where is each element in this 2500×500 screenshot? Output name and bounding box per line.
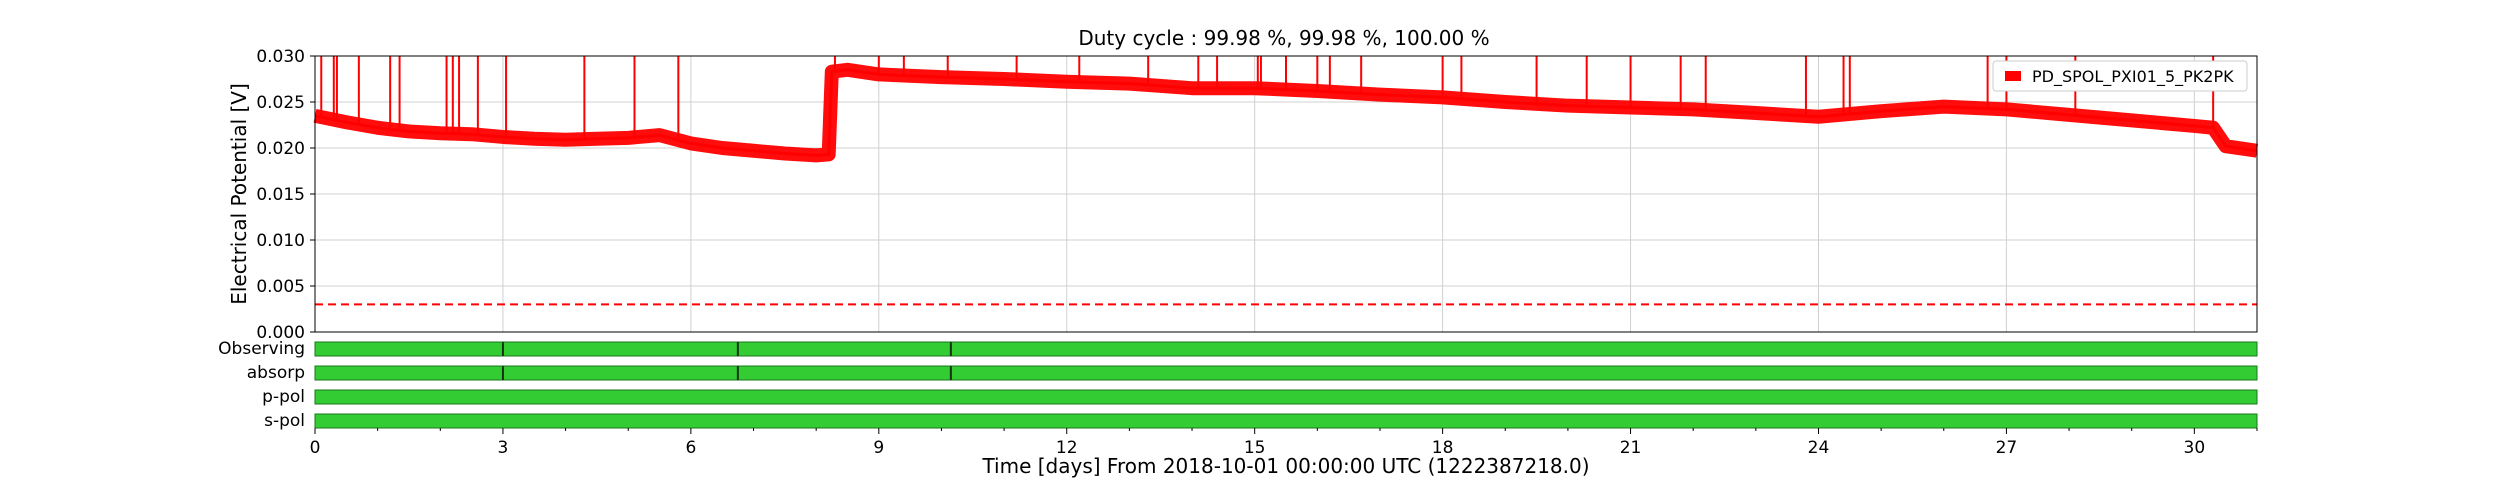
y-axis-ticks: 0.000 0.005 0.010 0.015 0.020 0.025 0.030 <box>256 47 315 343</box>
main-plot-area: 0.000 0.005 0.010 0.015 0.020 0.025 0.030 <box>256 47 2259 343</box>
state-label: absorp <box>247 363 305 383</box>
y-tick-label: 0.005 <box>256 277 305 297</box>
legend-box <box>1992 60 2248 92</box>
state-label: s-pol <box>264 411 305 431</box>
state-bar <box>314 365 2258 381</box>
series-layer <box>313 62 2259 163</box>
state-bar <box>314 389 2258 405</box>
series-line <box>314 68 2258 157</box>
x-axis-label: Time [days] From 2018-10-01 00:00:00 UTC… <box>981 454 1589 478</box>
state-bar <box>314 341 2258 357</box>
y-tick-label: 0.000 <box>256 323 305 343</box>
x-tick-label: 3 <box>498 438 509 458</box>
state-label: p-pol <box>262 387 305 407</box>
chart-title: Duty cycle : 99.98 %, 99.98 %, 100.00 % <box>1078 26 1489 50</box>
x-tick-label: 0 <box>310 438 321 458</box>
x-tick-label: 9 <box>873 438 884 458</box>
x-tick-label: 30 <box>2184 438 2206 458</box>
state-segments: Observing absorp p-pol s-pol <box>218 339 2258 431</box>
state-label: Observing <box>218 339 305 359</box>
y-tick-label: 0.020 <box>256 139 305 159</box>
legend-label: PD_SPOL_PXI01_5_PK2PK <box>2032 67 2234 87</box>
x-gridlines <box>314 56 2195 332</box>
x-axis-ticks: 0 3 6 9 12 15 18 21 24 27 30 <box>310 428 2258 458</box>
x-tick-label: 21 <box>1620 438 1642 458</box>
x-tick-label: 15 <box>1244 438 1266 458</box>
x-tick-label: 18 <box>1432 438 1454 458</box>
y-tick-label: 0.015 <box>256 185 305 205</box>
x-tick-label: 12 <box>1056 438 1078 458</box>
legend-swatch <box>2005 71 2021 81</box>
x-tick-label: 24 <box>1808 438 1830 458</box>
y-gridlines <box>315 55 2257 333</box>
state-bar <box>314 413 2258 429</box>
y-tick-label: 0.030 <box>256 47 305 67</box>
y-tick-label: 0.025 <box>256 93 305 113</box>
x-tick-label: 27 <box>1996 438 2018 458</box>
legend: PD_SPOL_PXI01_5_PK2PK <box>1992 60 2248 92</box>
x-tick-label: 6 <box>685 438 696 458</box>
y-axis-label: Electrical Potential [V] <box>227 83 251 305</box>
y-tick-label: 0.010 <box>256 231 305 251</box>
spike-layer <box>320 56 2215 141</box>
